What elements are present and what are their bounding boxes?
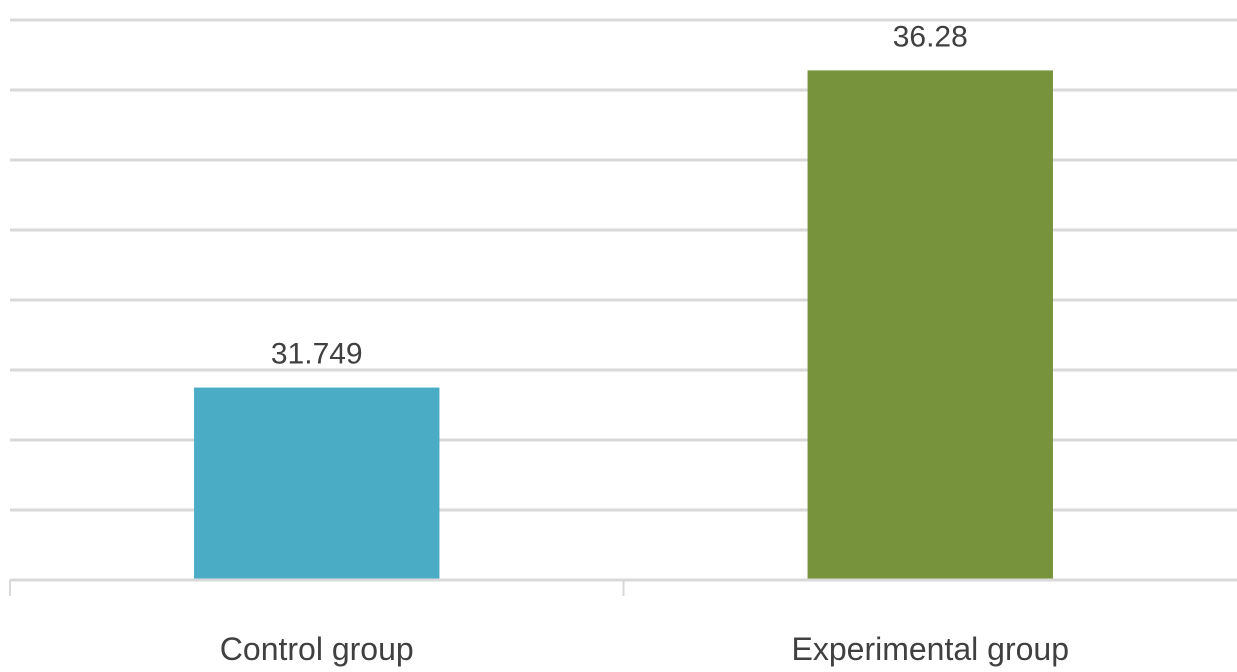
data-labels: 31.749 36.28 xyxy=(271,20,968,370)
bars xyxy=(194,70,1053,581)
x-axis: Control group Experimental group xyxy=(9,578,1237,667)
bar xyxy=(807,70,1053,581)
x-tick-label: Experimental group xyxy=(792,631,1069,667)
data-label: 36.28 xyxy=(893,20,968,53)
data-label: 31.749 xyxy=(271,338,363,371)
x-tick-label: Control group xyxy=(220,631,414,667)
bar xyxy=(194,387,440,580)
